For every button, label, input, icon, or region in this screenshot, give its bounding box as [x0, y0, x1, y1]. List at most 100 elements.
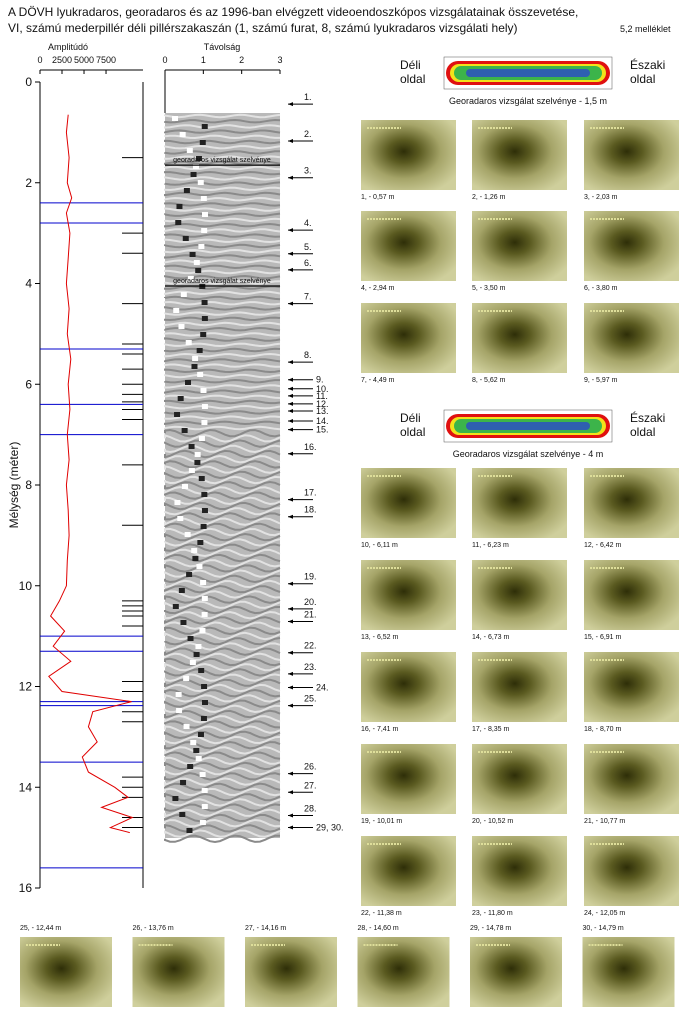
radar-texture	[164, 600, 281, 610]
photo-caption: 19, - 10,01 m	[361, 818, 402, 825]
arrow-label: 21.	[304, 610, 317, 620]
photo-caption: 4, - 2,94 m	[361, 285, 395, 292]
radar-texture	[164, 730, 281, 740]
photo-caption: 22, - 11,38 m	[361, 910, 402, 917]
photo-caption: 3, - 2,03 m	[584, 194, 618, 201]
radar-reflector	[200, 524, 207, 529]
radar-texture	[164, 269, 281, 275]
radar-reflector	[180, 292, 187, 297]
radar-reflector	[198, 668, 205, 673]
axis-title: Amplitúdó	[48, 42, 88, 52]
radar-reflector	[201, 684, 208, 689]
arrow-head	[288, 771, 293, 776]
arrow-head	[288, 671, 293, 676]
radar-reflector	[201, 212, 208, 217]
radar-texture	[164, 803, 281, 812]
arrow-head	[288, 251, 293, 256]
radar-reflector	[186, 572, 193, 577]
radar-reflector	[201, 700, 208, 705]
radar-texture	[164, 532, 281, 542]
radar-texture	[164, 621, 281, 630]
photo	[361, 303, 456, 373]
radar-reflector	[199, 820, 206, 825]
radar-reflector	[195, 644, 202, 649]
photo-caption: 8, - 5,62 m	[472, 377, 506, 384]
photo	[584, 836, 679, 906]
radar-reflector	[185, 340, 192, 345]
axis-title: Távolság	[204, 42, 241, 52]
radar-texture	[164, 486, 281, 495]
arrow-head	[288, 427, 293, 432]
x-tick-label: 2	[239, 55, 244, 65]
radar-texture	[164, 699, 281, 708]
photo	[472, 211, 567, 281]
radar-texture	[164, 311, 281, 316]
photo-caption: 7, - 4,49 m	[361, 377, 395, 384]
radar-texture	[164, 642, 281, 651]
photo-caption: 21, - 10,77 m	[584, 818, 625, 825]
photo-caption: 20, - 10,52 m	[472, 818, 513, 825]
radar-reflector	[184, 532, 191, 537]
radar-texture	[164, 290, 281, 296]
south-label: oldal	[400, 425, 425, 439]
photo	[361, 120, 456, 190]
radar-texture	[164, 714, 281, 724]
radar-texture	[164, 186, 281, 192]
radar-reflector	[174, 500, 181, 505]
radar-texture	[164, 558, 281, 568]
radar-reflector	[200, 332, 207, 337]
radar-texture	[164, 248, 280, 254]
photo-caption: 30, - 14,79 m	[583, 925, 624, 932]
radar-reflector	[187, 276, 194, 281]
arrow-head	[288, 419, 293, 424]
radar-reflector	[201, 316, 208, 321]
photo	[361, 744, 456, 814]
radar-texture	[164, 720, 281, 729]
radar-reflector	[196, 348, 203, 353]
radar-reflector	[201, 228, 208, 233]
radar-reflector	[200, 388, 207, 393]
radar-texture	[164, 144, 281, 150]
radar-reflector	[193, 652, 200, 657]
arrow-head	[288, 619, 293, 624]
y-tick-label: 14	[19, 780, 33, 794]
x-tick-label: 7500	[96, 55, 116, 65]
photo-caption: 18, - 8,70 m	[584, 726, 622, 733]
arrow-label: 23.	[304, 662, 317, 672]
arrow-label: 9.	[316, 375, 324, 385]
radar-texture	[164, 238, 281, 244]
photo-caption: 13, - 6,52 m	[361, 634, 399, 641]
arrow-label: 24.	[316, 683, 329, 693]
radar-reflector	[199, 628, 206, 633]
radar-texture	[164, 280, 281, 285]
photo-caption: 10, - 6,11 m	[361, 542, 398, 549]
radar-texture	[164, 761, 281, 771]
photo-caption: 2, - 1,26 m	[472, 194, 506, 201]
photo	[472, 652, 567, 722]
radar-texture	[164, 342, 281, 348]
arrow-label: 18.	[304, 505, 317, 515]
arrow-label: 20.	[304, 597, 317, 607]
radar-texture	[164, 347, 281, 353]
photo-caption: 15, - 6,91 m	[584, 634, 622, 641]
arrow-label: 29, 30.	[316, 823, 344, 833]
radar-reflector	[181, 484, 188, 489]
arrow-label: 12.	[316, 399, 329, 409]
radar-reflector	[176, 204, 183, 209]
radar-texture	[164, 118, 281, 124]
radar-reflector	[201, 420, 208, 425]
photo	[472, 468, 567, 538]
arrow-head	[288, 175, 293, 180]
arrow-head	[288, 606, 293, 611]
north-label: Északi	[630, 410, 665, 425]
radar-texture	[164, 740, 281, 750]
radar-texture	[164, 444, 281, 454]
radar-reflector	[172, 604, 179, 609]
radar-reflector	[178, 588, 185, 593]
photo	[582, 937, 675, 1007]
photo-caption: 12, - 6,42 m	[584, 542, 622, 549]
radar-texture	[164, 647, 281, 656]
radar-texture	[164, 735, 281, 745]
radar-reflector	[197, 540, 204, 545]
